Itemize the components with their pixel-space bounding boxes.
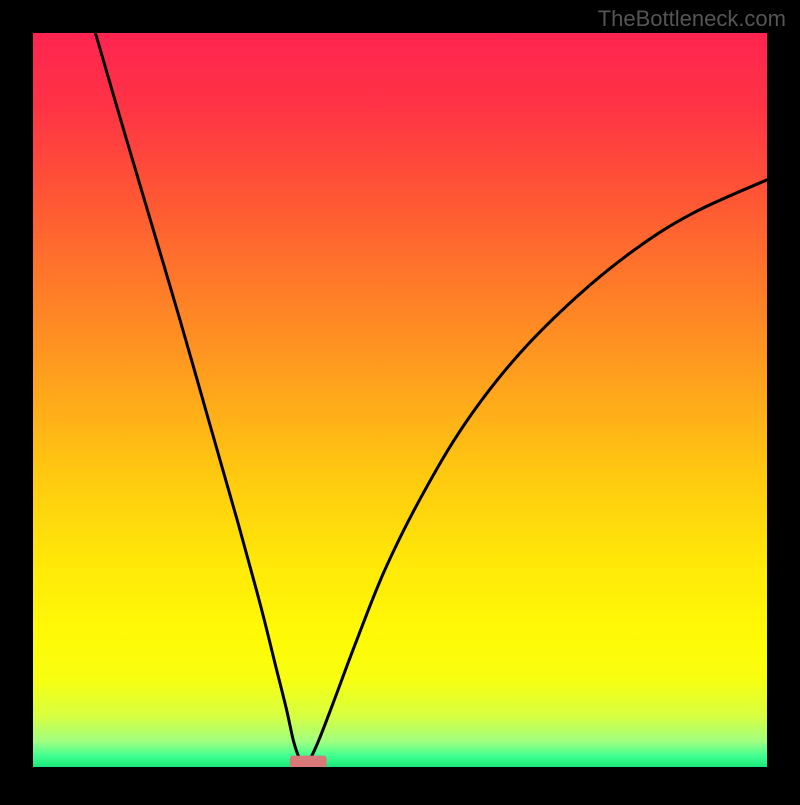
watermark-text: TheBottleneck.com [598,6,786,32]
chart-svg [0,0,800,800]
bottleneck-chart [0,0,800,800]
